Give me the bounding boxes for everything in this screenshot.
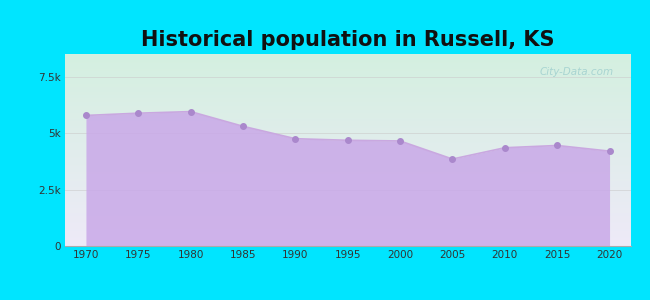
Title: Historical population in Russell, KS: Historical population in Russell, KS <box>141 30 554 50</box>
Text: City-Data.com: City-Data.com <box>540 68 614 77</box>
